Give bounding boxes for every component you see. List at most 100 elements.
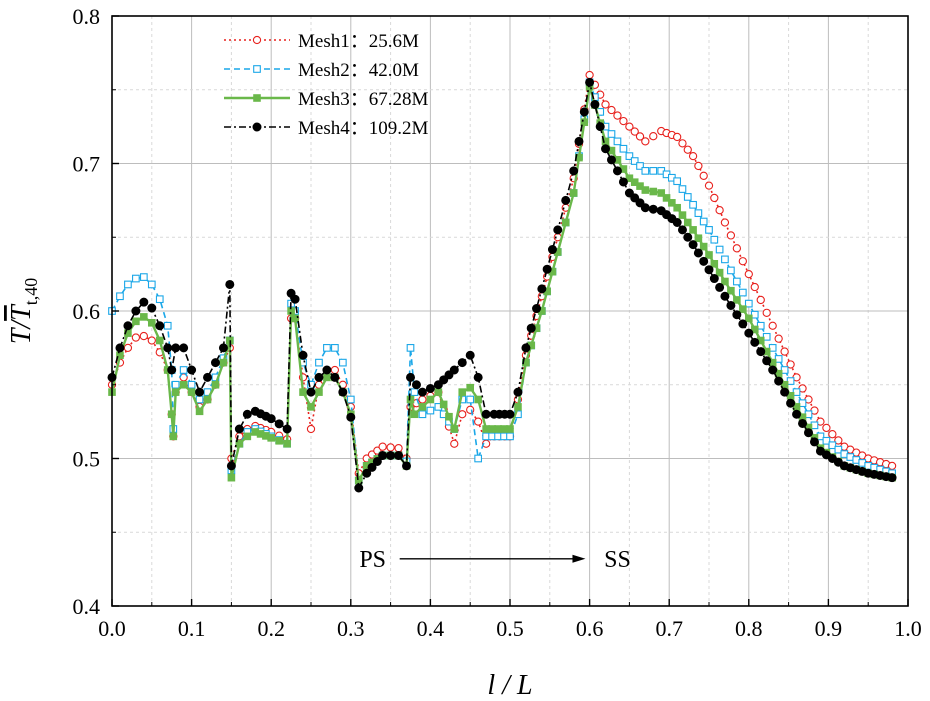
data-point — [750, 282, 759, 292]
data-point — [275, 437, 283, 445]
data-point — [750, 325, 759, 334]
data-point — [678, 185, 687, 193]
data-point — [439, 400, 448, 409]
y-tick-label: 0.8 — [73, 4, 101, 29]
data-point — [738, 319, 748, 329]
data-point — [822, 436, 831, 445]
legend-marker-2 — [253, 65, 261, 73]
data-point — [506, 432, 514, 441]
data-point — [699, 256, 709, 266]
data-point — [338, 387, 348, 397]
data-point — [169, 432, 178, 441]
data-point — [526, 323, 536, 333]
data-point — [411, 380, 421, 390]
data-point — [732, 310, 742, 320]
data-point — [705, 251, 713, 259]
data-point — [346, 395, 355, 404]
data-point — [727, 266, 735, 275]
data-point — [226, 461, 236, 471]
data-point — [715, 245, 724, 254]
data-point — [163, 321, 172, 330]
x-tick-label: 0.9 — [815, 616, 843, 641]
data-point — [372, 456, 382, 466]
data-point — [704, 265, 714, 275]
data-point — [553, 225, 563, 235]
data-point — [521, 343, 531, 353]
data-point — [378, 442, 387, 451]
data-point — [705, 226, 713, 234]
data-point — [132, 317, 140, 326]
data-point — [187, 365, 197, 375]
data-point — [683, 218, 692, 227]
data-point — [720, 218, 730, 227]
data-point — [155, 295, 164, 304]
data-point — [774, 334, 783, 343]
data-point — [542, 264, 552, 274]
data-point — [406, 372, 415, 382]
data-point — [689, 226, 697, 234]
data-point — [699, 242, 708, 251]
data-point — [474, 395, 482, 404]
data-point — [131, 306, 141, 316]
data-point — [636, 182, 644, 190]
data-point — [323, 373, 331, 382]
data-point — [425, 383, 435, 393]
data-point — [163, 343, 173, 353]
data-point — [601, 144, 611, 154]
data-point — [187, 380, 196, 389]
data-point — [613, 137, 622, 146]
y-axis-title-var: T — [6, 303, 37, 321]
data-point — [243, 432, 252, 441]
data-point — [786, 398, 796, 408]
data-point — [171, 388, 180, 396]
data-point — [417, 387, 427, 397]
data-point — [171, 343, 181, 353]
data-point — [219, 358, 228, 367]
data-point — [569, 189, 578, 197]
legend-label-2: Mesh2：42.0M — [298, 60, 419, 81]
data-point — [762, 308, 771, 317]
data-point — [195, 387, 205, 397]
data-point — [672, 218, 682, 227]
data-point — [580, 118, 589, 127]
data-point — [625, 152, 634, 160]
data-point — [721, 255, 729, 264]
data-point — [506, 425, 514, 433]
data-point — [139, 331, 148, 341]
data-point — [532, 304, 542, 314]
data-point — [704, 181, 714, 190]
data-point — [434, 388, 443, 396]
data-point — [481, 409, 491, 419]
data-point — [738, 288, 747, 297]
data-point — [179, 343, 189, 353]
x-tick-label: 0.7 — [655, 616, 683, 641]
data-point — [147, 303, 157, 313]
data-point — [694, 161, 703, 171]
data-point — [306, 424, 316, 434]
data-point — [739, 305, 747, 313]
data-point — [537, 284, 547, 294]
data-point — [458, 410, 467, 419]
data-point — [179, 380, 188, 389]
data-point — [123, 343, 133, 353]
data-point — [744, 328, 754, 338]
data-point — [601, 100, 610, 109]
data-point — [406, 395, 415, 404]
data-point — [179, 366, 188, 374]
data-point — [225, 279, 235, 289]
data-point — [410, 410, 419, 419]
data-point — [733, 277, 741, 286]
data-point — [426, 395, 435, 404]
legend-marker-4 — [252, 122, 262, 132]
data-point — [561, 218, 570, 227]
data-point — [673, 177, 682, 186]
data-point — [607, 130, 616, 138]
data-point — [394, 444, 403, 453]
data-point — [635, 132, 645, 141]
data-point — [694, 209, 703, 218]
data-point — [123, 321, 133, 331]
data-point — [306, 387, 316, 397]
data-point — [465, 350, 475, 360]
data-point — [699, 171, 708, 180]
data-point — [115, 343, 125, 353]
